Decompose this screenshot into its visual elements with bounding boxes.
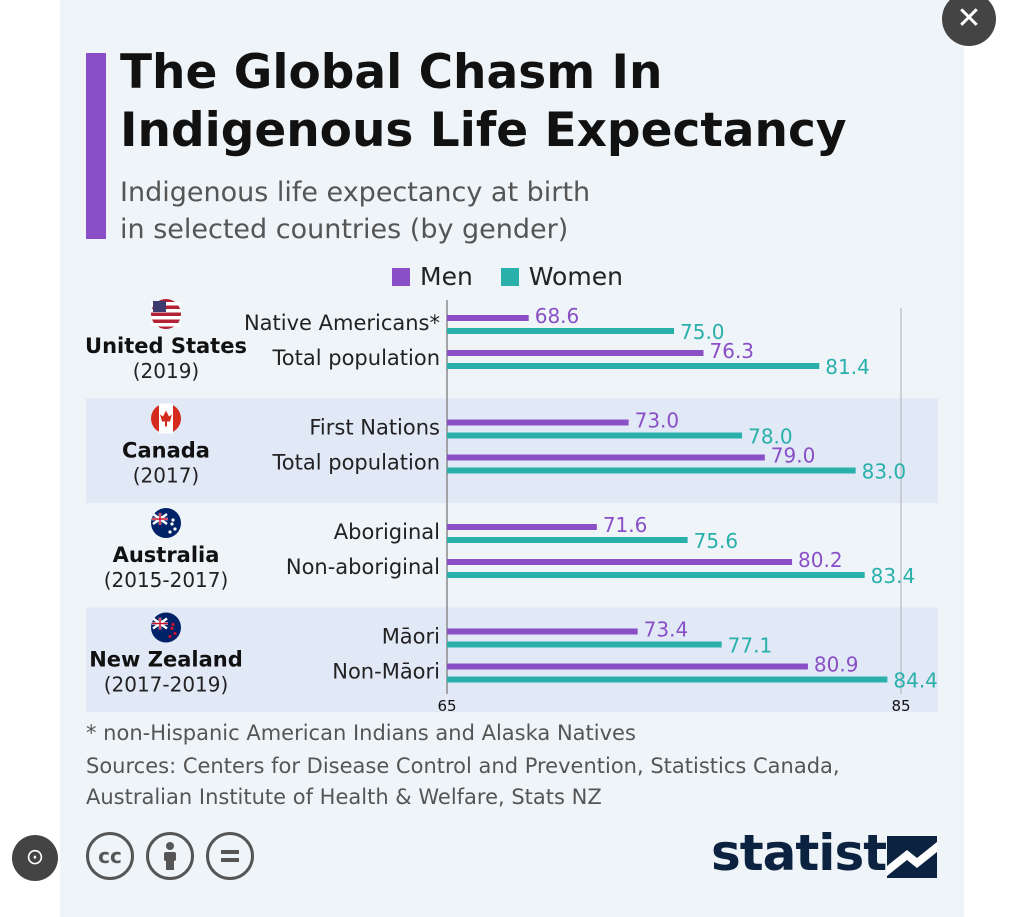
bar-men: [447, 419, 629, 426]
value-label-women: 75.0: [680, 320, 725, 344]
row-label: Aboriginal: [334, 520, 440, 544]
bar-women: [447, 537, 688, 543]
bar-women: [447, 328, 674, 334]
statista-logo-text: statista: [711, 824, 920, 882]
legend-swatch-women: [500, 267, 519, 286]
value-label-men: 73.0: [635, 409, 680, 433]
value-label-women: 84.4: [893, 669, 938, 693]
value-label-women: 81.4: [825, 355, 870, 379]
title-line-2: Indigenous Life Expectancy: [120, 103, 847, 158]
bar-men: [447, 454, 765, 461]
legend-item-women: Women: [500, 262, 623, 291]
bar-men: [447, 350, 704, 356]
row-label: Total population: [272, 451, 440, 475]
close-button[interactable]: ✕: [942, 0, 996, 46]
title-line-1: The Global Chasm In: [120, 45, 663, 100]
country-name: New Zealand: [89, 648, 243, 672]
x-tick-label: 65: [437, 697, 456, 715]
bar-women: [447, 363, 820, 369]
subtitle-line-1: Indigenous life expectancy at birth: [120, 177, 591, 208]
license-icons: cc: [86, 832, 266, 880]
footnote-asterisk: * non-Hispanic American Indians and Alas…: [86, 721, 636, 745]
row-label: Non-Māori: [332, 660, 440, 684]
value-label-women: 83.4: [871, 564, 916, 588]
legend-item-men: Men: [392, 262, 473, 291]
legend-label-women: Women: [528, 262, 623, 291]
row-label: First Nations: [309, 416, 440, 440]
value-label-men: 79.0: [771, 444, 816, 468]
australia-flag-icon: [151, 508, 181, 538]
country-years: (2017-2019): [104, 673, 229, 697]
value-label-women: 75.6: [694, 529, 739, 553]
row-label: Total population: [272, 346, 440, 370]
country-years: (2017): [133, 464, 200, 488]
x-tick-label: 85: [891, 697, 910, 715]
bar-women: [447, 572, 865, 578]
value-label-women: 78.0: [748, 425, 793, 449]
value-label-men: 80.2: [798, 548, 843, 572]
no-derivatives-icon: [206, 832, 254, 880]
chart-title: The Global Chasm In Indigenous Life Expe…: [120, 44, 940, 160]
value-label-men: 80.9: [814, 653, 859, 677]
legend-label-men: Men: [420, 262, 473, 291]
country-name: Australia: [113, 543, 220, 567]
sources-line-1: Sources: Centers for Disease Control and…: [86, 754, 840, 778]
value-label-women: 83.0: [862, 460, 907, 484]
chart-subtitle: Indigenous life expectancy at birth in s…: [120, 174, 720, 248]
group-band: [86, 607, 938, 712]
value-label-men: 73.4: [644, 618, 689, 642]
value-label-men: 68.6: [535, 304, 580, 328]
title-accent-bar: [86, 53, 106, 239]
row-label: Non-aboriginal: [286, 555, 440, 579]
row-label: Māori: [382, 625, 440, 649]
footnotes: * non-Hispanic American Indians and Alas…: [86, 718, 946, 813]
creative-commons-icon: cc: [86, 832, 134, 880]
value-label-men: 71.6: [603, 513, 648, 537]
row-label: Native Americans*: [244, 311, 440, 335]
sources-line-2: Australian Institute of Health & Welfare…: [86, 785, 602, 809]
attribution-icon: [146, 832, 194, 880]
country-years: (2015-2017): [104, 568, 229, 592]
country-name: Canada: [122, 439, 210, 463]
legend-swatch-men: [392, 267, 410, 286]
subtitle-line-2: in selected countries (by gender): [120, 214, 569, 245]
bar-women: [447, 432, 743, 439]
bar-men: [447, 315, 529, 321]
value-label-women: 77.1: [728, 634, 773, 658]
country-years: (2019): [133, 359, 200, 383]
us-flag-icon: [151, 299, 181, 329]
statista-logo-mark: [887, 836, 937, 878]
bar-men: [447, 559, 793, 565]
bar-men: [447, 628, 638, 635]
bar-men: [447, 663, 808, 670]
country-name: United States: [85, 334, 247, 358]
bar-women: [447, 467, 856, 474]
bar-men: [447, 524, 597, 530]
new-zealand-flag-icon: [151, 612, 181, 643]
chart-legend: Men Women: [392, 262, 651, 291]
value-label-men: 76.3: [710, 339, 755, 363]
lens-search-button[interactable]: ⊙: [12, 835, 58, 881]
bar-women: [447, 641, 722, 648]
group-band: [86, 398, 938, 503]
bar-women: [447, 676, 888, 683]
canada-flag-icon: [151, 403, 181, 434]
